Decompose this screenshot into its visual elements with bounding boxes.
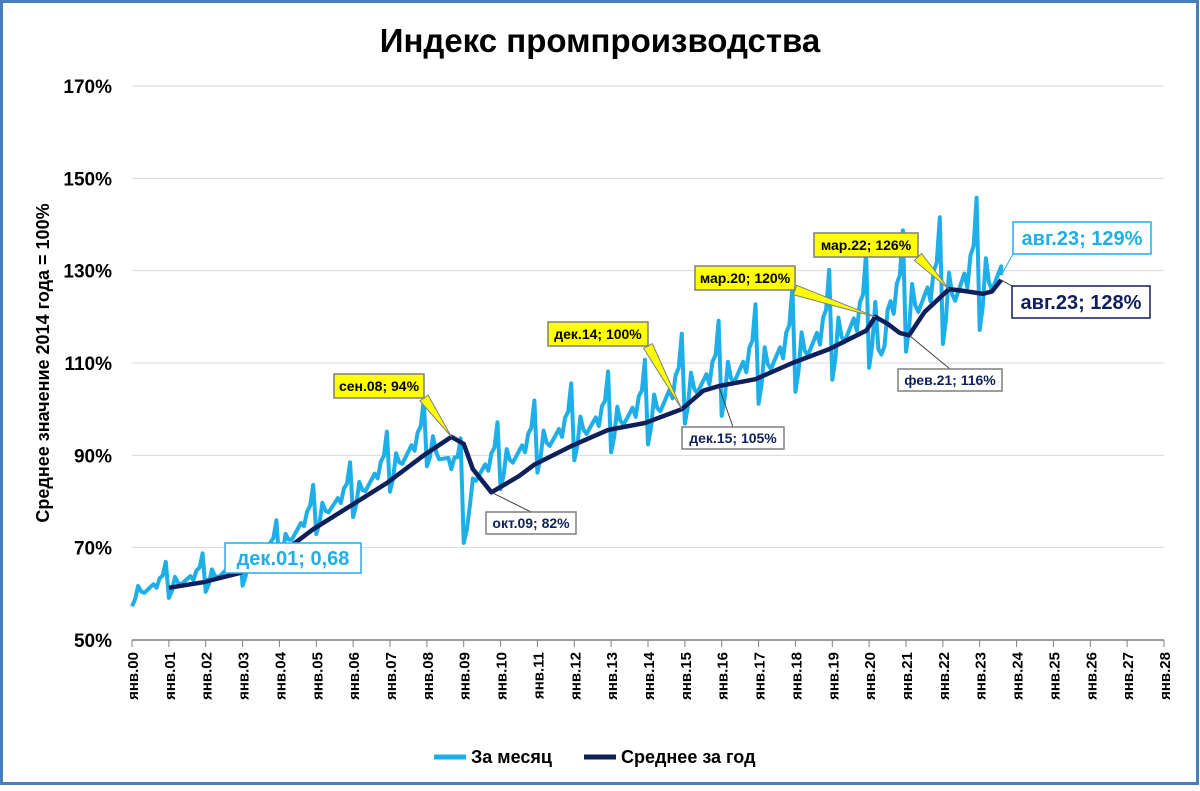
callout-box	[224, 542, 362, 574]
callout-label: мар.20; 120%	[700, 270, 791, 286]
y-tick-label: 50%	[74, 631, 112, 652]
x-tick-label: янв.23	[973, 652, 990, 700]
callout-label: авг.23; 129%	[1022, 228, 1143, 250]
callout-box	[1011, 285, 1151, 319]
callout-box	[813, 232, 919, 258]
y-axis-label: Среднее значение 2014 года = 100%	[33, 203, 53, 522]
series-line-annual-average	[168, 278, 1003, 591]
x-tick-label: янв.06	[346, 652, 363, 700]
legend-label-annual: Среднее за год	[621, 747, 756, 767]
y-tick-label: 110%	[64, 354, 112, 375]
callout-box	[1012, 221, 1152, 255]
x-tick-label: янв.25	[1046, 652, 1063, 700]
x-tick-label: янв.16	[715, 652, 732, 700]
x-tick-label: янв.03	[236, 652, 253, 700]
legend-label-monthly: За месяц	[471, 747, 552, 767]
callout-box	[897, 368, 1003, 392]
y-tick-labels: 50% 70% 90% 110% 130% 150% 170%	[63, 77, 112, 652]
x-tick-label: янв.08	[420, 652, 437, 700]
callout-box	[694, 265, 796, 291]
callout-leader-line	[1000, 279, 1013, 287]
y-tick-label: 150%	[63, 169, 112, 190]
x-tick-label: янв.26	[1083, 652, 1100, 700]
callout-label: дек.14; 100%	[554, 326, 642, 342]
x-tick-label: янв.09	[457, 652, 474, 700]
x-tick-label: янв.11	[530, 652, 547, 699]
x-tick-label: янв.27	[1120, 652, 1137, 700]
x-tick-label: янв.19	[825, 652, 842, 700]
callout-label: дек.01; 0,68	[237, 548, 350, 570]
callout-leader-line	[491, 491, 532, 513]
x-tick-label: янв.18	[788, 652, 805, 700]
callout-leader-line	[718, 385, 734, 428]
y-tick-label: 90%	[74, 446, 112, 467]
x-tick-label: янв.22	[936, 652, 953, 700]
callout-label: сен.08; 94%	[339, 378, 420, 394]
callout-box	[485, 511, 577, 535]
x-tick-label: янв.07	[383, 652, 400, 700]
callout-label: фев.21; 116%	[904, 372, 996, 388]
x-tick-label: янв.20	[862, 652, 879, 700]
chart-title: Индекс промпроизводства	[380, 22, 821, 59]
callout-label: дек.15; 105%	[689, 430, 777, 446]
callout-box	[333, 373, 425, 399]
x-tick-label: янв.13	[604, 652, 621, 700]
x-tick-label: янв.05	[309, 652, 326, 700]
callout-leader-line	[908, 334, 951, 370]
annotation-layer: сен.08; 94% окт.09; 82% дек.14; 100% дек.15…	[202, 221, 1152, 581]
x-tick-label: янв.24	[1010, 651, 1027, 700]
x-tick-label: янв.21	[899, 652, 916, 700]
callout-label: окт.09; 82%	[492, 515, 570, 531]
callout-leader-line	[202, 572, 226, 581]
callout-box	[681, 426, 785, 450]
x-tick-label: янв.14	[641, 651, 658, 700]
x-tick-label: янв.04	[272, 651, 289, 700]
x-tick-label: янв.00	[125, 652, 142, 700]
callout-label: авг.23; 128%	[1021, 292, 1142, 314]
y-tick-label: 70%	[74, 539, 112, 560]
x-tick-label: янв.17	[752, 652, 769, 700]
x-tick-label: янв.28	[1157, 652, 1174, 700]
y-tick-label: 170%	[63, 77, 112, 98]
y-tick-label: 130%	[63, 262, 112, 283]
x-tick-labels: янв.00 янв.01 янв.02 янв.03 янв.04 янв.05 янв.…	[125, 651, 1174, 700]
legend: За месяц Среднее за год	[434, 747, 756, 767]
x-tick-label: янв.15	[678, 652, 695, 700]
callout-box	[547, 321, 649, 347]
callout-leader-line	[1000, 253, 1014, 276]
x-tick-label: янв.01	[162, 652, 179, 700]
x-tick-label: янв.12	[567, 652, 584, 700]
x-tick-label: янв.10	[494, 652, 511, 700]
x-tick-label: янв.02	[199, 652, 216, 700]
callout-label: мар.22; 126%	[821, 237, 912, 253]
